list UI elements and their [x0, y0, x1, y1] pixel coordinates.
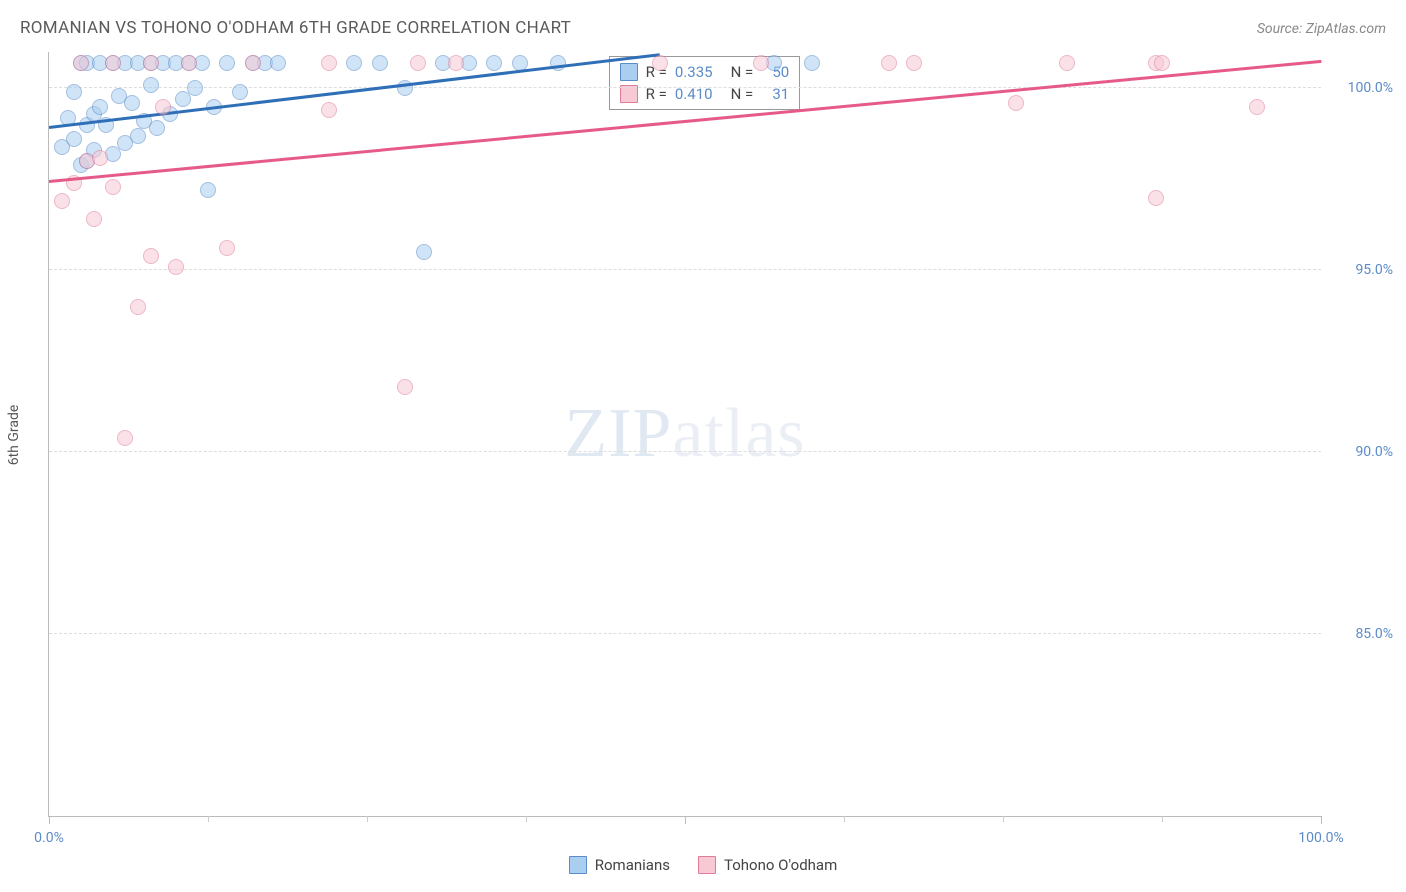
data-point: [54, 193, 70, 209]
data-point: [73, 55, 89, 71]
gridline: [49, 451, 1321, 452]
x-major-tick: [685, 816, 686, 824]
data-point: [372, 55, 388, 71]
source-label: Source: ZipAtlas.com: [1257, 21, 1386, 37]
y-tick-label: 90.0%: [1328, 444, 1393, 460]
data-point: [92, 99, 108, 115]
x-minor-tick: [208, 816, 209, 822]
x-minor-tick: [1162, 816, 1163, 822]
data-point: [410, 55, 426, 71]
data-point: [1008, 95, 1024, 111]
watermark-atlas: atlas: [672, 395, 805, 472]
y-tick-label: 85.0%: [1328, 626, 1393, 642]
legend-n-label: N =: [731, 63, 754, 81]
data-point: [124, 95, 140, 111]
x-tick-label: 100.0%: [1298, 830, 1343, 846]
data-point: [105, 179, 121, 195]
data-point: [130, 128, 146, 144]
data-point: [143, 248, 159, 264]
chart-container: ROMANIAN VS TOHONO O'ODHAM 6TH GRADE COR…: [0, 0, 1406, 892]
y-axis-label: 6th Grade: [6, 404, 22, 465]
legend-swatch: [620, 63, 638, 81]
legend-item: Tohono O'odham: [698, 856, 837, 874]
legend-item: Romanians: [569, 856, 670, 874]
plot-wrap: 6th Grade ZIPatlas R =0.335N =50R =0.410…: [48, 52, 1321, 817]
data-point: [448, 55, 464, 71]
data-point: [1059, 55, 1075, 71]
data-point: [321, 55, 337, 71]
watermark-zip: ZIP: [564, 395, 672, 472]
legend-bottom: Romanians Tohono O'odham: [0, 856, 1406, 874]
x-minor-tick: [367, 816, 368, 822]
data-point: [906, 55, 922, 71]
y-tick-label: 100.0%: [1328, 80, 1393, 96]
data-point: [143, 55, 159, 71]
data-point: [66, 84, 82, 100]
data-point: [1249, 99, 1265, 115]
legend-label: Tohono O'odham: [724, 856, 837, 874]
data-point: [149, 120, 165, 136]
data-point: [881, 55, 897, 71]
legend-label: Romanians: [595, 856, 670, 874]
data-point: [219, 240, 235, 256]
title-bar: ROMANIAN VS TOHONO O'ODHAM 6TH GRADE COR…: [0, 0, 1406, 46]
data-point: [86, 211, 102, 227]
x-minor-tick: [1003, 816, 1004, 822]
legend-swatch: [569, 856, 587, 874]
data-point: [397, 379, 413, 395]
legend-r-value: 0.335: [675, 63, 713, 81]
x-major-tick: [49, 816, 50, 824]
data-point: [1148, 190, 1164, 206]
data-point: [416, 244, 432, 260]
data-point: [187, 80, 203, 96]
x-minor-tick: [844, 816, 845, 822]
gridline: [49, 633, 1321, 634]
data-point: [143, 77, 159, 93]
data-point: [486, 55, 502, 71]
plot-area: ZIPatlas R =0.335N =50R =0.410N =31 85.0…: [48, 52, 1321, 817]
data-point: [804, 55, 820, 71]
data-point: [130, 299, 146, 315]
chart-title: ROMANIAN VS TOHONO O'ODHAM 6TH GRADE COR…: [20, 18, 571, 38]
data-point: [321, 102, 337, 118]
data-point: [105, 55, 121, 71]
data-point: [245, 55, 261, 71]
data-point: [200, 182, 216, 198]
watermark: ZIPatlas: [564, 394, 805, 474]
y-tick-label: 95.0%: [1328, 262, 1393, 278]
legend-stat-row: R =0.410N =31: [620, 83, 790, 105]
x-minor-tick: [526, 816, 527, 822]
data-point: [1154, 55, 1170, 71]
x-major-tick: [1321, 816, 1322, 824]
data-point: [175, 91, 191, 107]
data-point: [270, 55, 286, 71]
data-point: [92, 150, 108, 166]
data-point: [232, 84, 248, 100]
data-point: [66, 131, 82, 147]
data-point: [652, 55, 668, 71]
data-point: [168, 259, 184, 275]
gridline: [49, 269, 1321, 270]
x-tick-label: 0.0%: [34, 830, 64, 846]
data-point: [155, 99, 171, 115]
data-point: [117, 430, 133, 446]
data-point: [346, 55, 362, 71]
data-point: [753, 55, 769, 71]
legend-swatch: [698, 856, 716, 874]
data-point: [219, 55, 235, 71]
data-point: [181, 55, 197, 71]
